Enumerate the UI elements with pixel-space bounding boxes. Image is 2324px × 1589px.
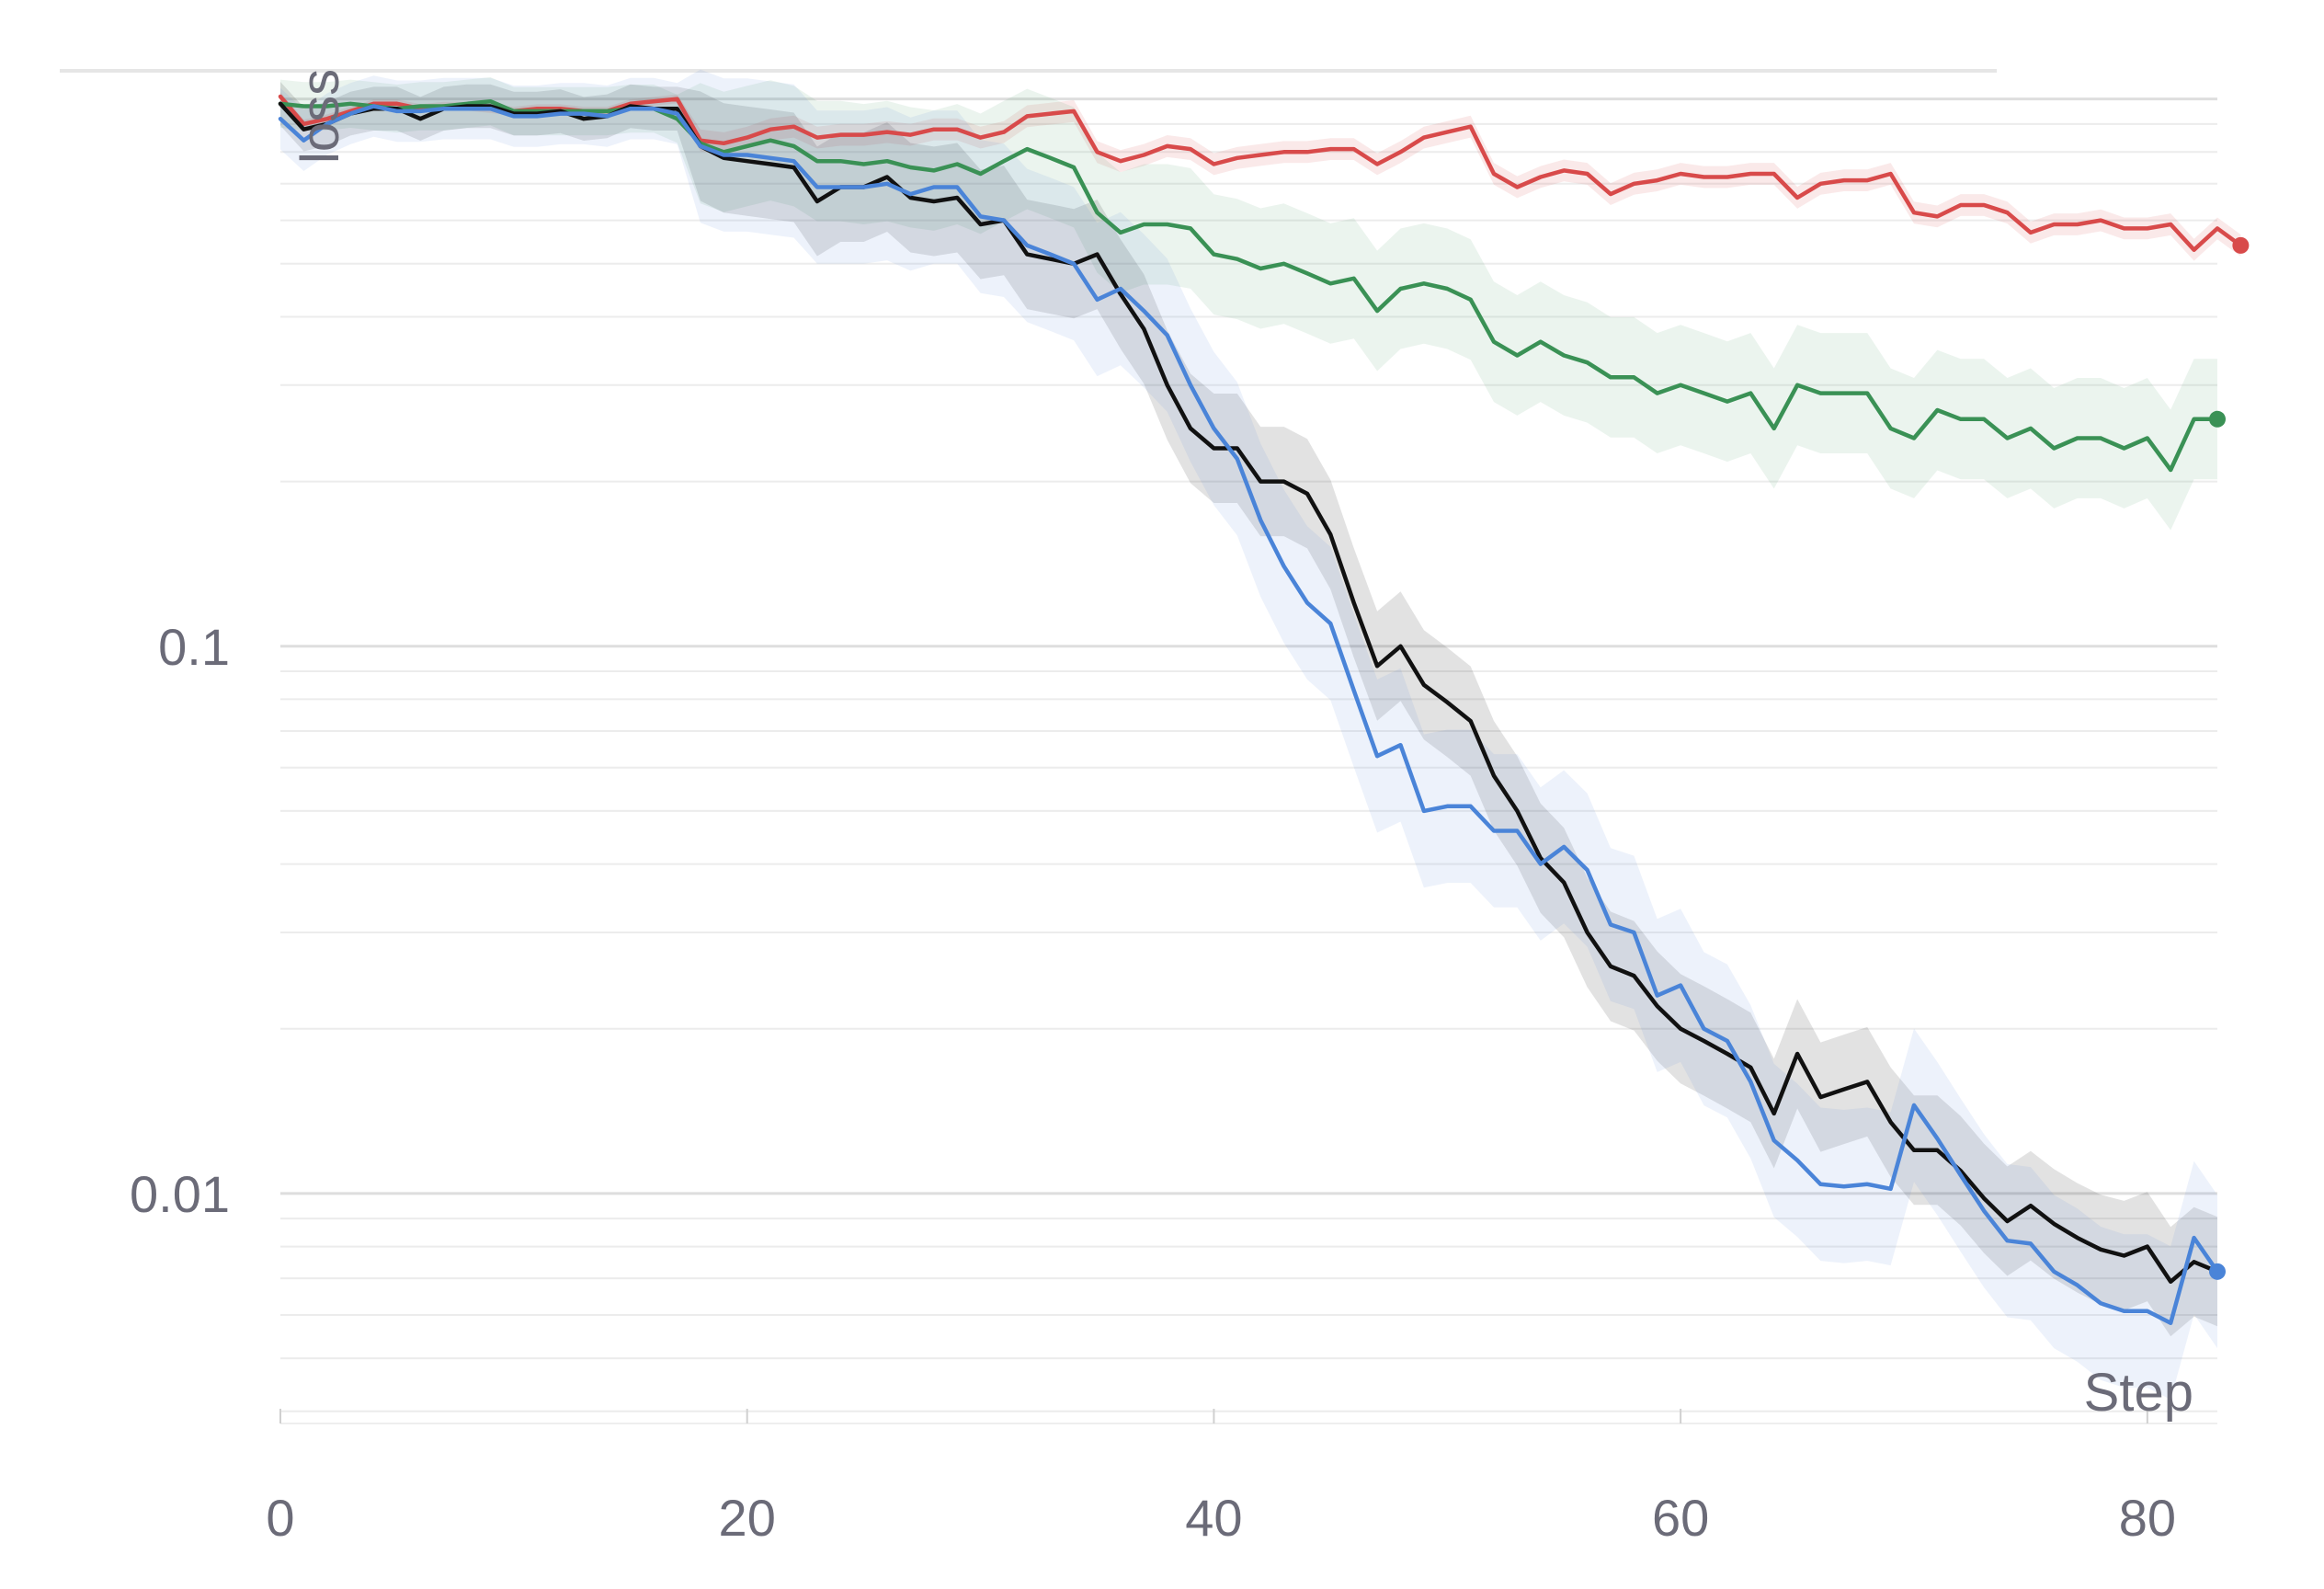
x-axis-title: Step [2084, 1363, 2193, 1423]
series-band [280, 82, 2217, 1337]
series-line [278, 98, 2220, 473]
series-end-marker [2209, 410, 2226, 428]
series-line [278, 104, 2220, 1325]
y-tick-label: 0.1 [158, 618, 230, 676]
series-band [280, 69, 2217, 1400]
x-axis: 0 20 40 60 80 [266, 1409, 2217, 1547]
x-tick-label: 0 [266, 1489, 294, 1547]
y-axis-title: loss [290, 69, 350, 164]
series-lines [278, 94, 2243, 1325]
x-tick-label: 40 [1185, 1489, 1242, 1547]
series-band [280, 92, 2241, 261]
end-markers [2209, 236, 2250, 1280]
series-end-marker [2232, 236, 2250, 254]
x-tick-label: 80 [2119, 1489, 2176, 1547]
x-tick-label: 60 [1652, 1489, 1709, 1547]
series-bands [280, 69, 2241, 1400]
y-axis: 0.1 0.01 [130, 618, 230, 1223]
x-tick-label: 20 [719, 1489, 776, 1547]
y-tick-label: 0.01 [130, 1165, 230, 1223]
series-band [280, 77, 2217, 531]
series-end-marker [2209, 1263, 2226, 1280]
